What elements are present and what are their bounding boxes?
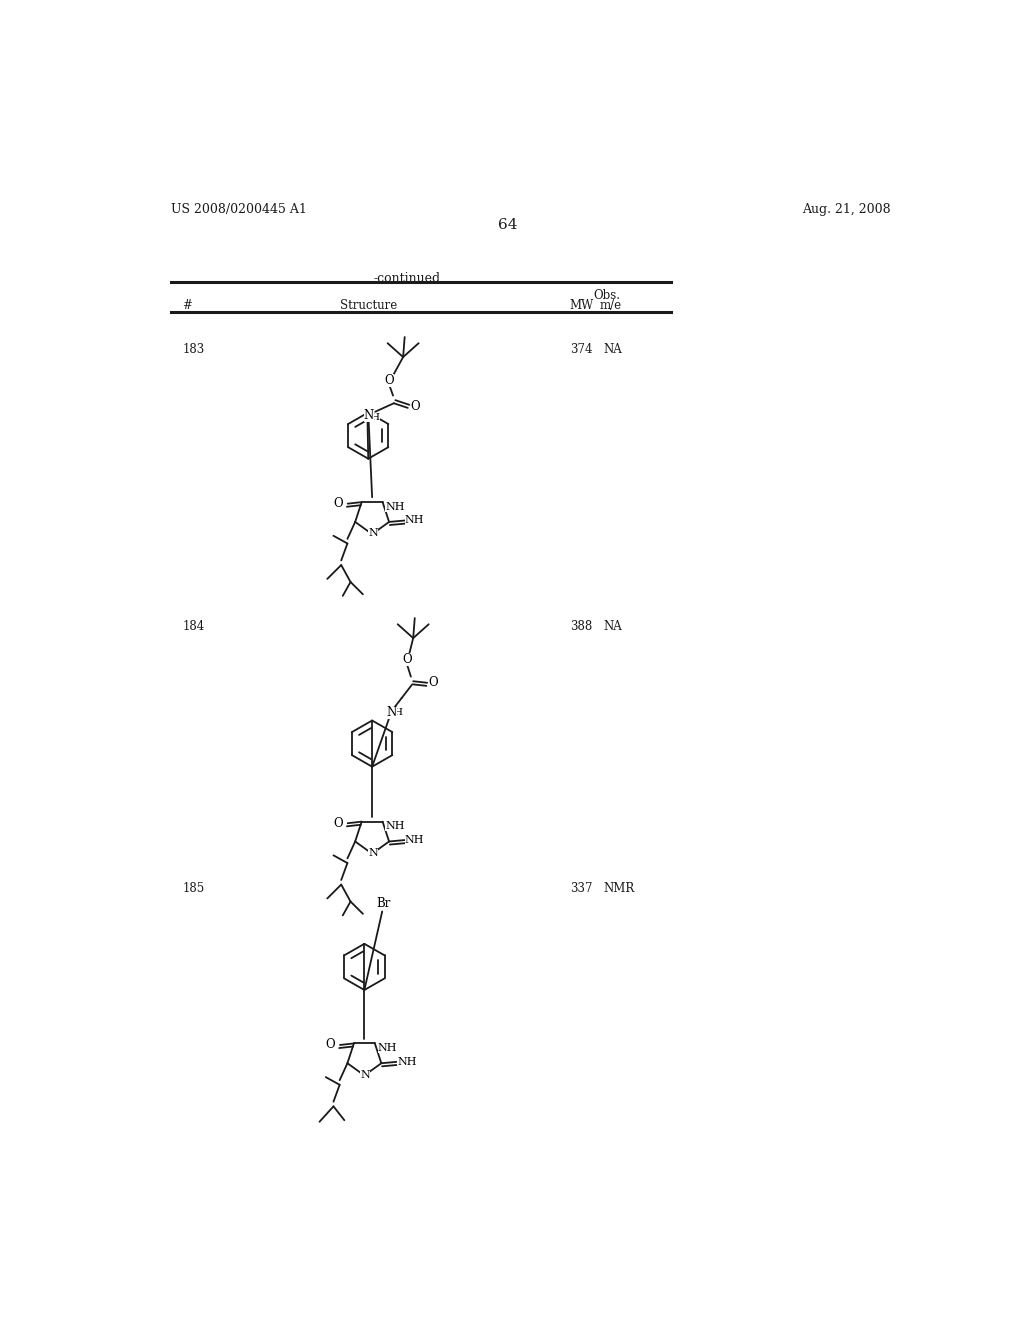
Text: NH: NH: [404, 836, 424, 845]
Text: 337: 337: [569, 882, 592, 895]
Text: 185: 185: [182, 882, 205, 895]
Text: N: N: [360, 1069, 370, 1080]
Text: NH: NH: [404, 515, 424, 525]
Text: O: O: [411, 400, 420, 413]
Text: Obs.: Obs.: [593, 289, 620, 302]
Text: NH: NH: [378, 1043, 397, 1053]
Text: NA: NA: [604, 343, 623, 356]
Text: N: N: [368, 528, 378, 539]
Text: Aug. 21, 2008: Aug. 21, 2008: [802, 203, 891, 216]
Text: NH: NH: [397, 1057, 417, 1067]
Text: US 2008/0200445 A1: US 2008/0200445 A1: [171, 203, 306, 216]
Text: 64: 64: [498, 218, 517, 232]
Text: N: N: [386, 705, 396, 718]
Text: Br: Br: [377, 898, 391, 911]
Text: Structure: Structure: [340, 300, 397, 313]
Text: MW: MW: [569, 300, 594, 313]
Text: H: H: [393, 708, 402, 717]
Text: O: O: [428, 676, 438, 689]
Text: H: H: [371, 413, 380, 421]
Text: m/e: m/e: [599, 300, 622, 313]
Text: N: N: [364, 409, 374, 422]
Text: O: O: [326, 1039, 336, 1052]
Text: 183: 183: [182, 343, 205, 356]
Text: O: O: [402, 653, 412, 667]
Text: 184: 184: [182, 620, 205, 634]
Text: NH: NH: [385, 821, 404, 832]
Text: NMR: NMR: [604, 882, 635, 895]
Text: NA: NA: [604, 620, 623, 634]
Text: NH: NH: [385, 502, 404, 512]
Text: O: O: [334, 498, 343, 510]
Text: 388: 388: [569, 620, 592, 634]
Text: O: O: [334, 817, 343, 830]
Text: O: O: [384, 374, 394, 387]
Text: -continued: -continued: [374, 272, 440, 285]
Text: N: N: [368, 847, 378, 858]
Text: 374: 374: [569, 343, 592, 356]
Text: #: #: [182, 300, 193, 313]
